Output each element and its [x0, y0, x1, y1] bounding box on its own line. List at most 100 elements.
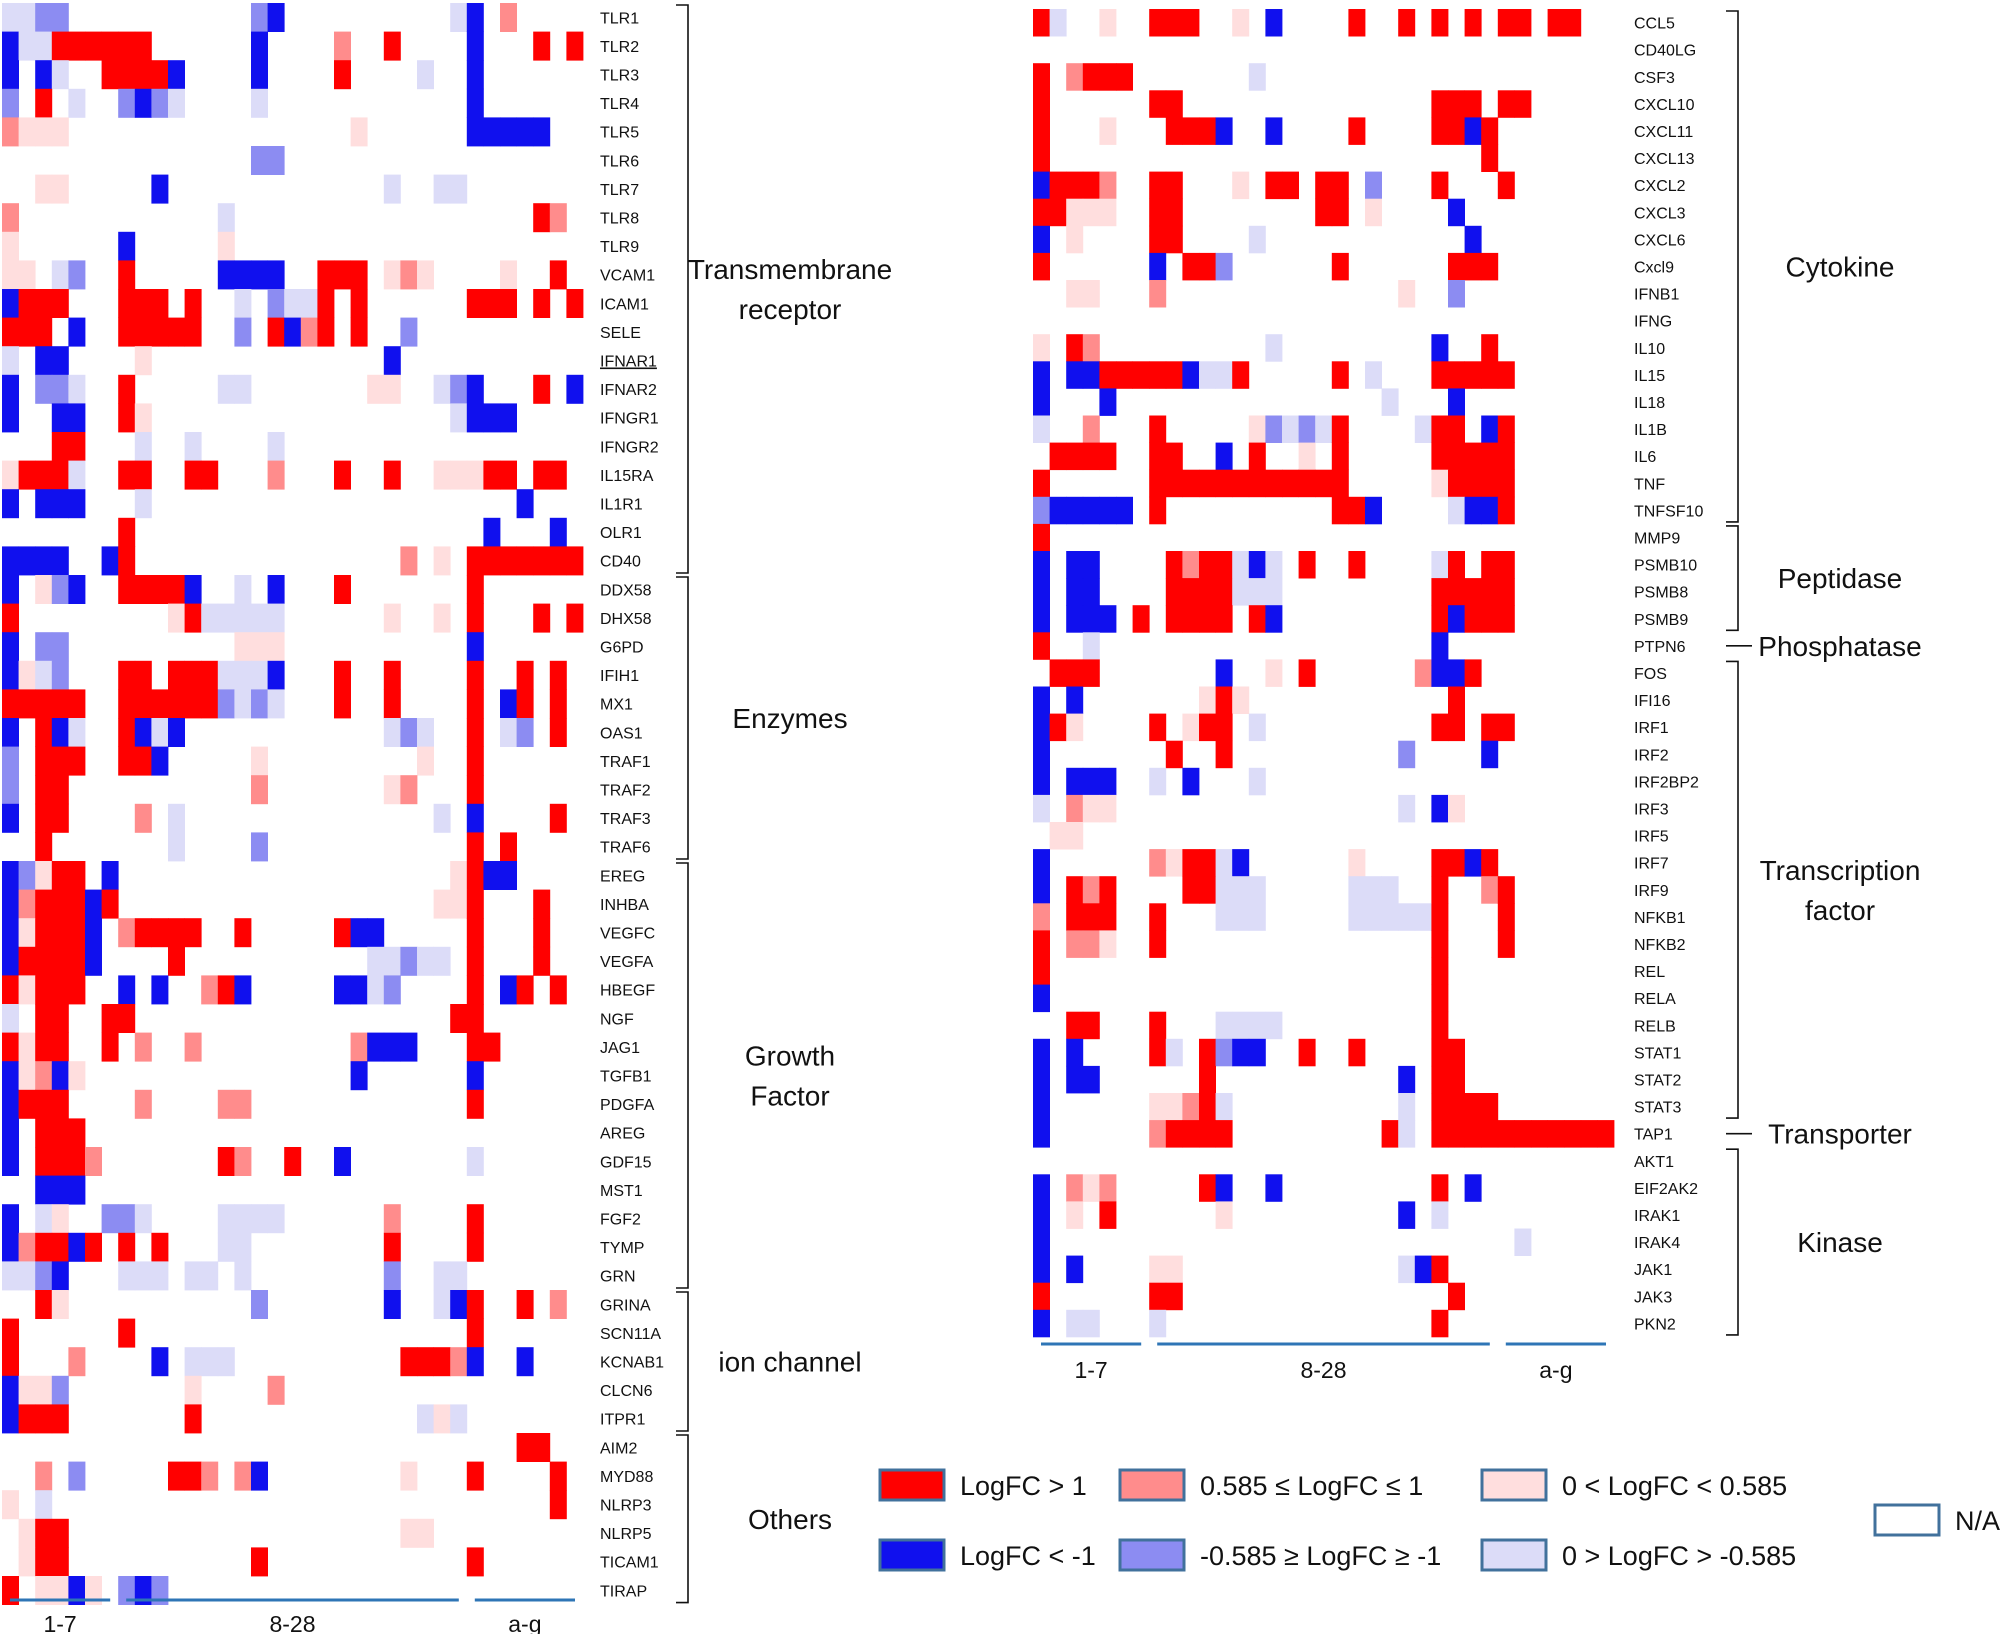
heat-cell-right-r38-c8 [1165, 1038, 1183, 1067]
heat-cell-left-r9-c14 [234, 260, 252, 290]
heat-cell-left-r25-c31 [516, 718, 534, 747]
heat-cell-left-r10-c9 [151, 289, 169, 318]
heat-cell-left-r34-c28 [466, 975, 484, 1005]
heat-cell-left-r48-c2 [35, 1375, 53, 1405]
heat-cell-left-r33-c10 [168, 946, 185, 976]
heat-cell-left-r28-c26 [433, 803, 451, 833]
heat-cell-right-r7-c17 [1315, 198, 1333, 227]
heat-cell-left-r10-c34 [566, 289, 584, 318]
heat-cell-right-r7-c0 [1033, 198, 1050, 227]
gene-label: PDGFA [600, 1097, 655, 1114]
heat-cell-right-r43-c11 [1215, 1174, 1233, 1202]
heat-cell-right-r34-c3 [1082, 930, 1100, 958]
gene-label: EIF2AK2 [1634, 1181, 1698, 1198]
heat-cell-right-r9-c26 [1464, 252, 1482, 281]
heat-cell-right-r23-c0 [1033, 632, 1050, 660]
heat-cell-left-r12-c23 [383, 346, 401, 376]
heat-cell-left-r31-c2 [35, 889, 53, 919]
heat-cell-left-r16-c8 [134, 460, 152, 490]
heat-cell-left-r21-c13 [217, 603, 235, 633]
heat-cell-left-r24-c11 [184, 689, 202, 719]
heat-cell-right-r13-c27 [1481, 361, 1499, 389]
heat-cell-left-r51-c33 [549, 1461, 567, 1491]
gene-label: TRAF1 [600, 754, 651, 771]
heat-cell-left-r38-c13 [217, 1089, 235, 1119]
heat-cell-right-r13-c5 [1116, 361, 1133, 389]
heat-cell-left-r2-c0 [2, 60, 19, 90]
heat-cell-left-r19-c26 [433, 546, 451, 576]
heat-cell-left-r30-c30 [500, 861, 517, 890]
heat-cell-left-r21-c16 [267, 603, 285, 633]
heat-cell-left-r51-c10 [168, 1461, 185, 1491]
heat-cell-right-r13-c8 [1165, 361, 1183, 389]
heat-cell-right-r33-c24 [1431, 903, 1449, 931]
heat-cell-left-r23-c14 [234, 660, 252, 690]
gene-label: TIRAP [600, 1583, 647, 1600]
heat-cell-left-r43-c9 [151, 1232, 169, 1262]
heat-cell-left-r14-c27 [450, 403, 468, 433]
heat-cell-left-r1-c15 [251, 31, 268, 61]
heat-cell-right-r22-c10 [1199, 605, 1216, 633]
heat-cell-left-r51-c4 [68, 1461, 86, 1491]
heat-cell-left-r0-c3 [51, 3, 69, 32]
gene-label: FOS [1634, 666, 1667, 683]
heat-cell-right-r38-c16 [1298, 1038, 1316, 1067]
heat-cell-right-r18-c28 [1497, 496, 1515, 525]
heat-cell-left-r42-c13 [217, 1204, 235, 1234]
heat-cell-right-r16-c24 [1431, 442, 1449, 471]
heat-cell-left-r10-c21 [350, 289, 368, 318]
heat-cell-left-r8-c13 [217, 231, 235, 261]
heat-cell-left-r11-c10 [168, 317, 185, 347]
heat-cell-right-r31-c24 [1431, 849, 1449, 877]
gene-label: GDF15 [600, 1154, 652, 1171]
heat-cell-left-r32-c9 [151, 918, 169, 948]
heat-cell-right-r6-c18 [1331, 171, 1349, 200]
heat-cell-left-r43-c5 [85, 1232, 102, 1262]
gene-label: TICAM1 [600, 1555, 659, 1572]
heat-cell-left-r10-c3 [51, 289, 69, 318]
heat-cell-left-r49-c1 [18, 1404, 36, 1434]
heat-cell-left-r35-c3 [51, 1004, 69, 1033]
heat-cell-right-r29-c24 [1431, 794, 1449, 823]
gene-label: NGF [600, 1011, 634, 1028]
heat-cell-right-r41-c26 [1464, 1120, 1482, 1148]
heat-cell-left-r51-c15 [251, 1461, 268, 1491]
heat-cell-left-r47-c0 [2, 1347, 19, 1377]
heat-cell-left-r49-c0 [2, 1404, 19, 1434]
heat-cell-right-r12-c0 [1033, 334, 1050, 362]
heat-cell-right-r4-c24 [1431, 117, 1449, 145]
heat-cell-left-r24-c14 [234, 689, 252, 719]
heat-cell-right-r44-c22 [1398, 1201, 1416, 1229]
heat-cell-right-r18-c0 [1033, 496, 1050, 525]
heat-cell-right-r17-c18 [1331, 469, 1349, 498]
heat-cell-left-r26-c3 [51, 746, 69, 776]
heat-cell-left-r32-c5 [85, 918, 102, 948]
heat-cell-left-r10-c0 [2, 289, 19, 318]
heat-cell-left-r7-c33 [549, 203, 567, 233]
gene-label: IL6 [1634, 449, 1656, 466]
heat-cell-left-r34-c7 [118, 975, 136, 1005]
gene-label: TLR1 [600, 10, 639, 27]
heat-cell-right-r43-c0 [1033, 1174, 1050, 1202]
heat-cell-right-r43-c2 [1066, 1174, 1084, 1202]
heat-cell-left-r37-c4 [68, 1061, 86, 1091]
heat-cell-left-r36-c3 [51, 1032, 69, 1062]
heat-cell-left-r44-c7 [118, 1261, 136, 1291]
heat-cell-left-r0-c28 [466, 3, 484, 32]
heat-cell-right-r38-c10 [1199, 1038, 1216, 1067]
heat-cell-right-r4-c27 [1481, 117, 1499, 145]
heat-cell-right-r32-c21 [1381, 876, 1399, 904]
heat-cell-left-r20-c16 [267, 575, 285, 604]
legend-swatch [1480, 1538, 1548, 1572]
heat-cell-left-r1-c3 [51, 31, 69, 61]
gene-label: PKN2 [1634, 1316, 1676, 1333]
heat-cell-left-r38-c28 [466, 1089, 484, 1119]
heat-cell-right-r46-c23 [1414, 1255, 1432, 1284]
heat-cell-left-r37-c28 [466, 1061, 484, 1091]
heat-cell-left-r31-c26 [433, 889, 451, 919]
heat-cell-left-r33-c0 [2, 946, 19, 976]
heat-cell-left-r32-c28 [466, 918, 484, 948]
heat-cell-right-r39-c25 [1448, 1065, 1465, 1094]
heat-cell-left-r42-c23 [383, 1204, 401, 1234]
heat-cell-right-r39-c0 [1033, 1065, 1050, 1094]
